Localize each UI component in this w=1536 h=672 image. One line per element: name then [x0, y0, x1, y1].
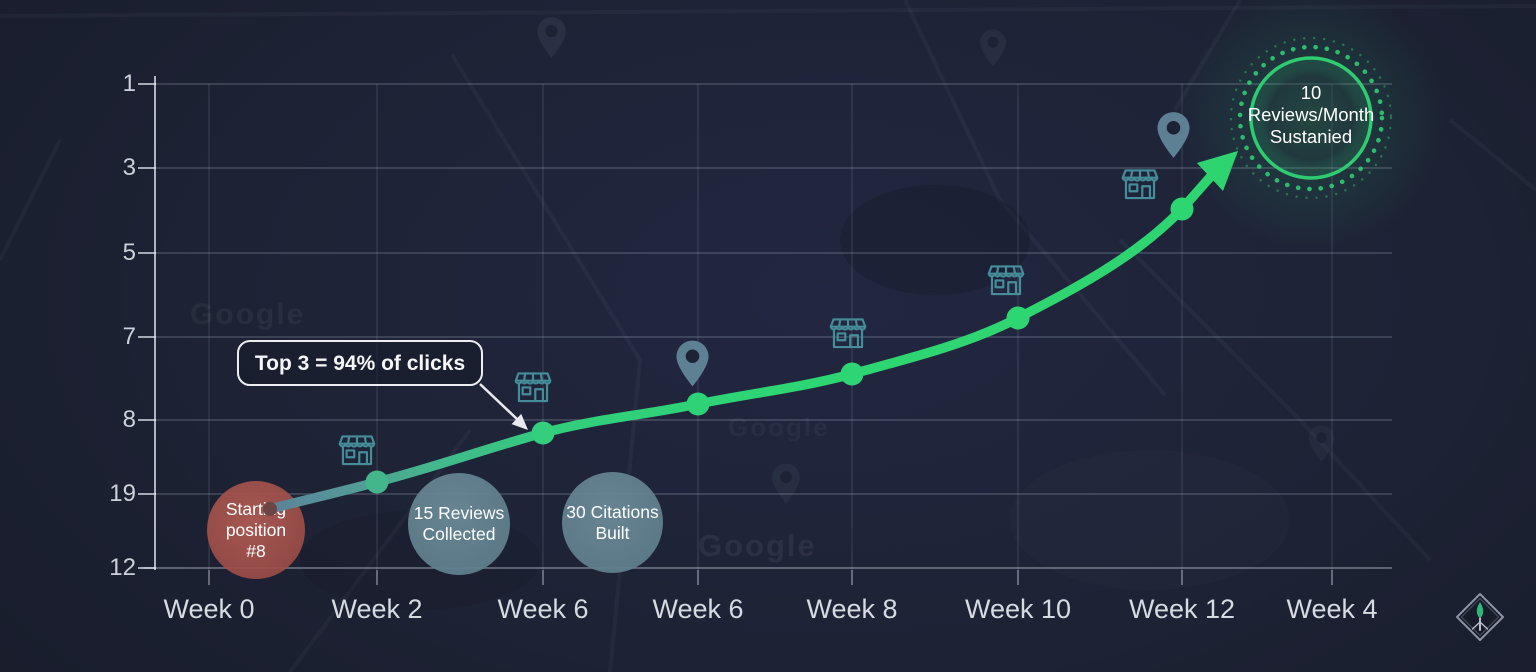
badge-dotted-ring [1237, 44, 1385, 192]
data-point-dot [1170, 197, 1194, 221]
reviews-collected-circle: 15 Reviews Collected [408, 473, 510, 575]
data-point-dot [1006, 306, 1030, 330]
citations-built-line1: 30 Citations [566, 501, 659, 522]
data-point-dots [263, 197, 1194, 516]
map-pin-icon [676, 340, 709, 387]
map-watermark: Google [190, 298, 306, 331]
y-axis-label: 7 [122, 323, 136, 350]
citations-built-line2: Built [595, 522, 630, 543]
y-axis-label: 19 [109, 480, 136, 507]
starting-position-line3: #8 [246, 540, 266, 561]
storefront-icon [514, 372, 552, 403]
badge-dotted-ring-outer [1229, 36, 1393, 200]
x-axis-label: Week 0 [163, 594, 255, 624]
reviews-collected-line1: 15 Reviews [413, 503, 505, 523]
data-point-dot [686, 392, 710, 416]
badge-line3: Sustanied [1269, 126, 1353, 147]
clicks-callout: Top 3 = 94% of clicks [237, 340, 483, 386]
trend-arrowhead [1197, 151, 1238, 191]
brand-diamond-spark-logo-icon [1456, 593, 1504, 641]
gridlines-horizontal [155, 83, 1392, 495]
map-watermark: Google [728, 412, 830, 443]
x-axis-ticks [208, 570, 1333, 585]
starting-position-circle: Starting position #8 [207, 481, 305, 579]
y-axis-ticks [138, 83, 156, 569]
badge-text: 10 Reviews/Month Sustanied [1236, 82, 1386, 148]
badge-line1: 10 [1300, 82, 1322, 103]
reviews-collected-line2: Collected [422, 524, 496, 544]
data-point-dot [365, 470, 389, 494]
x-axis-label: Week 6 [497, 594, 589, 624]
trend-line [265, 170, 1217, 514]
badge-line2: Reviews/Month [1247, 104, 1375, 125]
y-axis-label: 12 [109, 554, 136, 581]
data-point-dot [840, 362, 864, 386]
citations-built-circle: 30 Citations Built [562, 472, 663, 573]
y-axis-label: 8 [122, 406, 136, 433]
y-axis-label: 3 [122, 154, 136, 181]
map-watermark: Google [698, 528, 817, 563]
x-axis-label: Week 10 [964, 594, 1072, 624]
data-point-dot [531, 421, 555, 445]
x-axis-label: Week 12 [1128, 594, 1236, 624]
starting-position-line2: position [225, 519, 287, 540]
x-axis-label: Week 4 [1286, 594, 1378, 624]
storefront-icon [338, 435, 376, 466]
x-axis-label: Week 6 [652, 594, 744, 624]
badge-rings [1229, 36, 1393, 200]
start-point-dot [263, 502, 277, 516]
y-axis-label: 1 [122, 70, 136, 97]
callout-arrow [479, 383, 528, 430]
storefront-icon [987, 265, 1025, 296]
badge-circle [1249, 56, 1373, 180]
x-axis-label: Week 8 [806, 594, 898, 624]
y-axis-label: 5 [122, 239, 136, 266]
x-axis-label: Week 2 [331, 594, 423, 624]
storefront-icon [1121, 169, 1159, 200]
map-dark-block [840, 185, 1030, 295]
map-pin-icon [1157, 112, 1190, 158]
storefront-icon [829, 318, 867, 349]
